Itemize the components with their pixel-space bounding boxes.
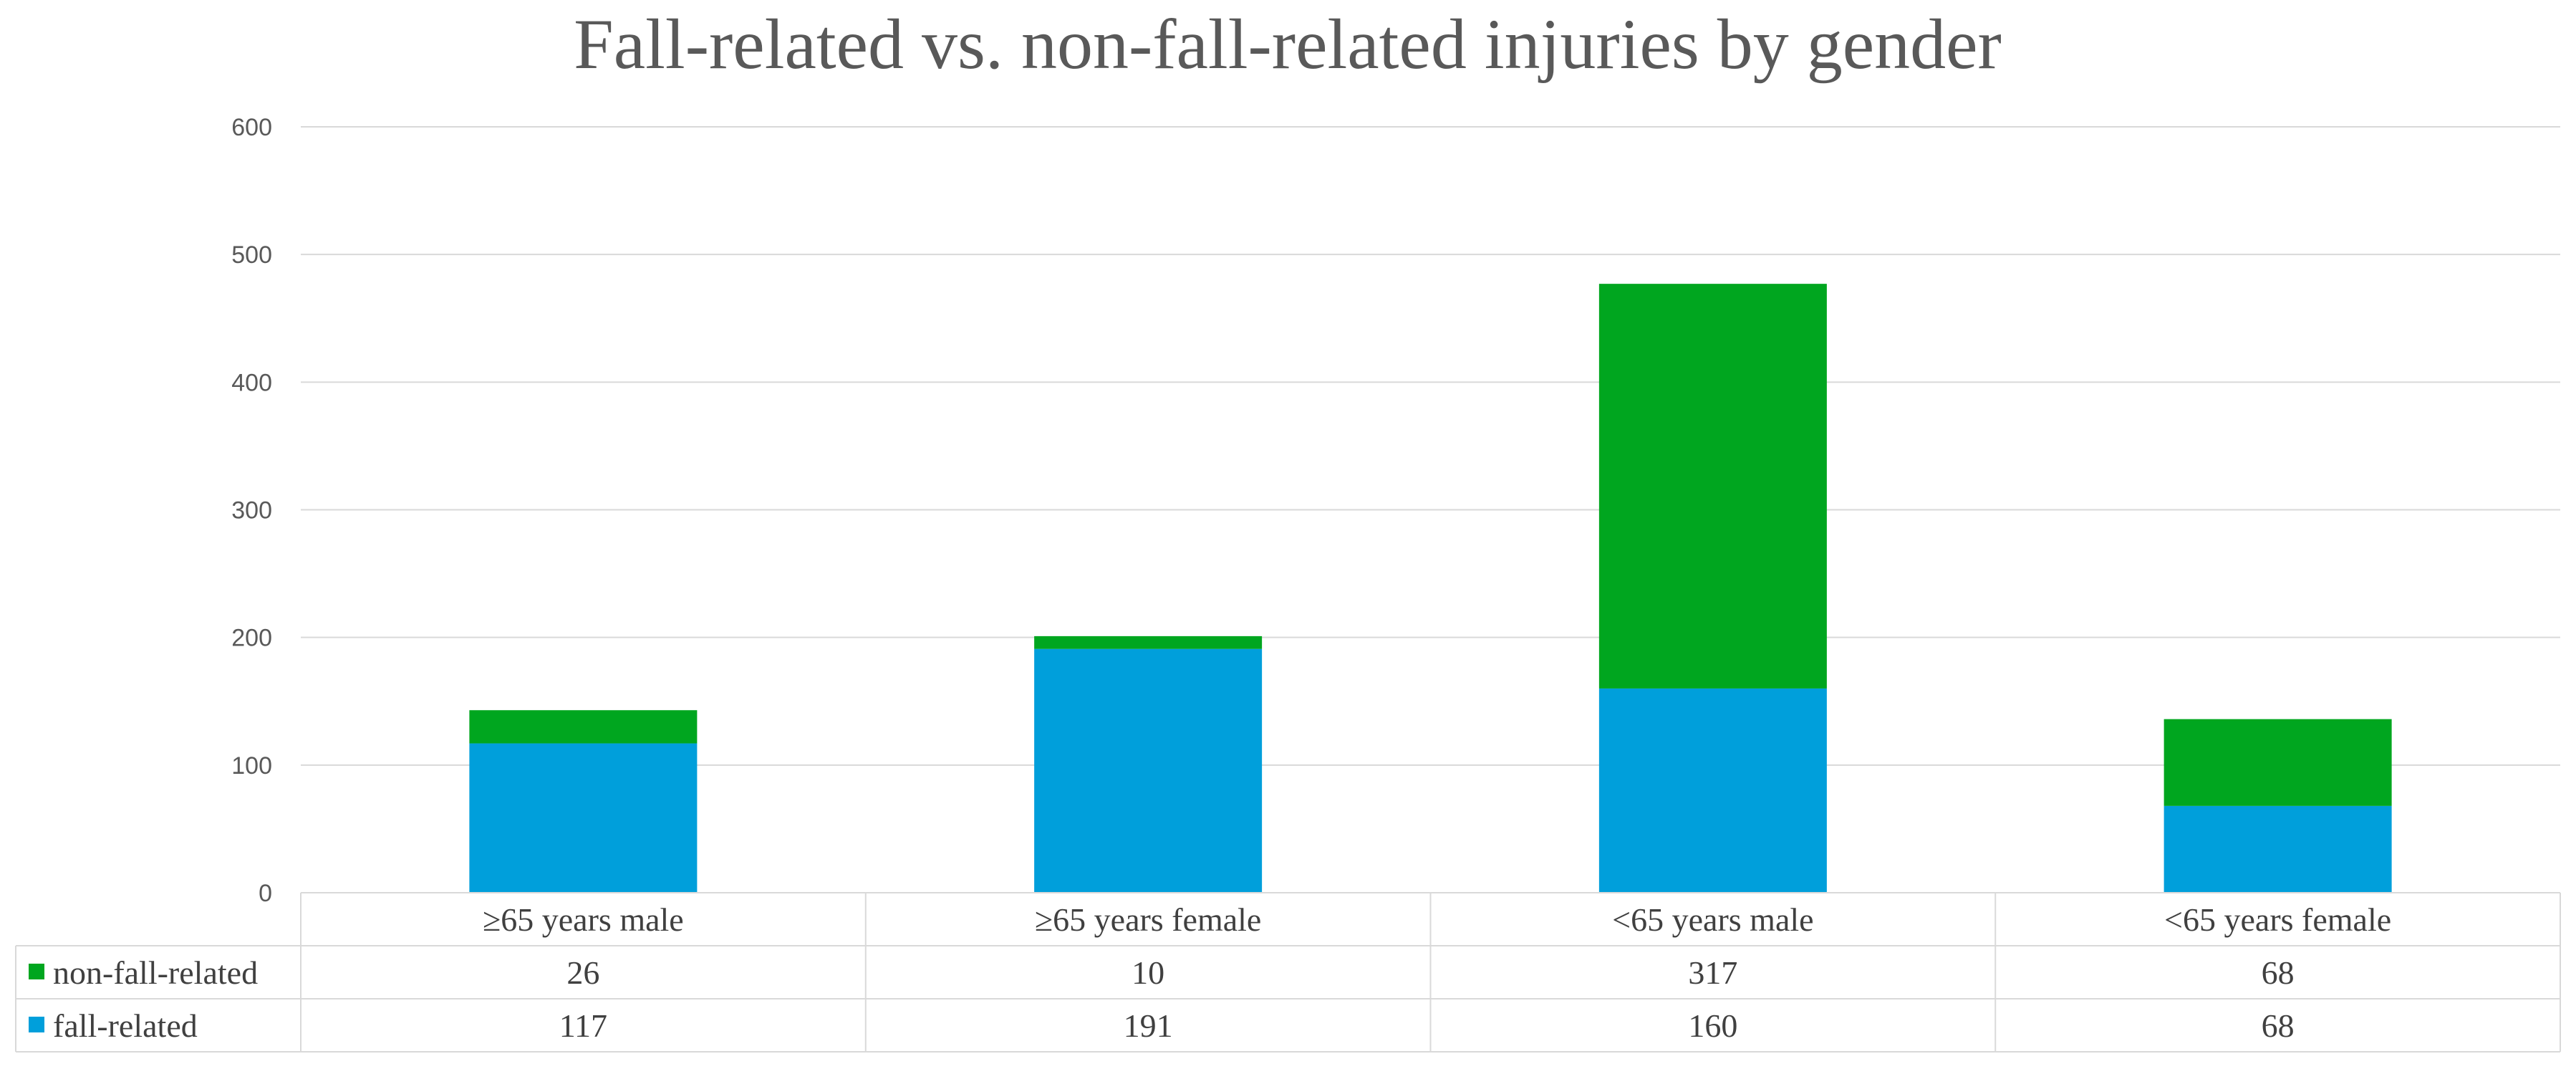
y-tick-label: 400: [231, 369, 272, 396]
bar-fall-related-1: [1034, 648, 1263, 893]
data-label: 317: [1688, 954, 1737, 991]
bar-non-fall-related-1: [1034, 636, 1263, 649]
y-tick-label: 500: [231, 241, 272, 269]
category-label: ≥65 years female: [1035, 901, 1261, 938]
bars: [469, 284, 2392, 893]
category-label: <65 years male: [1612, 901, 1813, 938]
gridlines: [301, 126, 2560, 766]
legend-label: fall-related: [53, 1007, 198, 1044]
data-label: 191: [1124, 1007, 1173, 1044]
y-tick-label: 200: [231, 625, 272, 652]
data-label: 68: [2262, 954, 2295, 991]
data-label: 10: [1132, 954, 1164, 991]
data-table: ≥65 years male ≥65 years female <65 years …: [15, 892, 2561, 1053]
bar-non-fall-related-3: [2163, 719, 2392, 806]
y-axis-ticks: 0 100 200 300 400 500 600: [231, 114, 272, 907]
bar-fall-related-2: [1598, 688, 1827, 893]
y-tick-label: 300: [231, 497, 272, 524]
data-label: 26: [566, 954, 599, 991]
category-label: ≥65 years male: [483, 901, 684, 938]
legend-key-fall-related: [29, 1017, 44, 1032]
y-tick-label: 0: [259, 880, 272, 907]
data-label: 160: [1688, 1007, 1737, 1044]
category-label: <65 years female: [2164, 901, 2391, 938]
legend-label: non-fall-related: [53, 954, 258, 991]
data-label: 68: [2262, 1007, 2295, 1044]
data-label: 117: [559, 1007, 607, 1044]
y-tick-label: 100: [231, 752, 272, 780]
y-tick-label: 600: [231, 114, 272, 141]
bar-fall-related-3: [2163, 805, 2392, 893]
chart-title: Fall-related vs. non-fall-related injuri…: [574, 4, 2002, 84]
legend-key-non-fall-related: [29, 964, 44, 979]
bar-non-fall-related-0: [469, 710, 698, 744]
bar-non-fall-related-2: [1598, 284, 1827, 689]
bar-fall-related-0: [469, 743, 698, 893]
